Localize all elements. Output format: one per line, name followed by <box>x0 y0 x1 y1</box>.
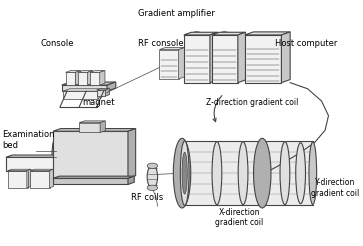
Polygon shape <box>97 90 105 96</box>
Polygon shape <box>27 169 31 188</box>
Ellipse shape <box>182 152 187 194</box>
Polygon shape <box>30 169 54 171</box>
Polygon shape <box>245 32 290 35</box>
Polygon shape <box>281 32 290 83</box>
Polygon shape <box>159 50 179 79</box>
Ellipse shape <box>180 141 189 205</box>
Polygon shape <box>245 35 281 83</box>
Polygon shape <box>76 71 81 85</box>
Polygon shape <box>210 32 217 83</box>
Polygon shape <box>53 129 136 131</box>
Polygon shape <box>238 32 245 83</box>
Polygon shape <box>128 176 134 184</box>
Polygon shape <box>62 85 107 91</box>
Polygon shape <box>6 157 55 171</box>
Polygon shape <box>100 121 105 133</box>
Polygon shape <box>8 169 31 171</box>
Polygon shape <box>185 141 313 205</box>
Text: magnet: magnet <box>83 98 115 107</box>
Polygon shape <box>6 155 61 157</box>
Polygon shape <box>62 82 116 85</box>
Ellipse shape <box>280 142 290 205</box>
Ellipse shape <box>147 163 158 169</box>
Ellipse shape <box>253 138 271 208</box>
Polygon shape <box>105 89 110 96</box>
Polygon shape <box>90 72 100 85</box>
Polygon shape <box>79 123 100 133</box>
Polygon shape <box>159 47 185 50</box>
Text: Z-direction gradient coil: Z-direction gradient coil <box>205 98 298 107</box>
Ellipse shape <box>52 136 62 174</box>
Ellipse shape <box>116 136 126 174</box>
Polygon shape <box>90 71 105 72</box>
Ellipse shape <box>54 144 60 166</box>
Polygon shape <box>97 89 110 90</box>
Text: Host computer: Host computer <box>275 39 337 48</box>
Polygon shape <box>100 71 105 85</box>
Polygon shape <box>49 169 54 188</box>
Polygon shape <box>53 176 134 178</box>
Polygon shape <box>128 129 136 178</box>
Polygon shape <box>63 89 105 91</box>
Ellipse shape <box>147 185 158 190</box>
Ellipse shape <box>309 142 317 204</box>
Polygon shape <box>107 82 116 91</box>
Ellipse shape <box>147 165 158 188</box>
Polygon shape <box>63 91 98 99</box>
Text: X-direction
gradient coil: X-direction gradient coil <box>216 208 264 227</box>
Polygon shape <box>87 71 93 85</box>
Polygon shape <box>66 72 76 85</box>
Polygon shape <box>79 121 105 123</box>
Text: RF coils: RF coils <box>131 193 163 202</box>
Ellipse shape <box>296 143 306 204</box>
Polygon shape <box>66 71 81 72</box>
Polygon shape <box>179 47 185 79</box>
Text: Gradient amplifier: Gradient amplifier <box>138 9 215 18</box>
Text: Examination
bed: Examination bed <box>3 130 55 150</box>
Polygon shape <box>78 72 87 85</box>
Polygon shape <box>30 171 49 188</box>
Polygon shape <box>184 35 210 83</box>
Text: Console: Console <box>41 39 74 48</box>
Polygon shape <box>55 155 61 171</box>
Polygon shape <box>53 131 128 178</box>
Polygon shape <box>78 71 93 72</box>
Polygon shape <box>212 35 238 83</box>
Polygon shape <box>212 32 245 35</box>
Ellipse shape <box>238 142 248 205</box>
Text: RF console: RF console <box>138 39 184 48</box>
Ellipse shape <box>173 138 191 208</box>
Text: Y-direction
gradient coil: Y-direction gradient coil <box>311 178 360 198</box>
Polygon shape <box>184 32 217 35</box>
Polygon shape <box>8 171 27 188</box>
Polygon shape <box>53 178 128 184</box>
Ellipse shape <box>212 142 222 205</box>
Polygon shape <box>98 89 105 99</box>
